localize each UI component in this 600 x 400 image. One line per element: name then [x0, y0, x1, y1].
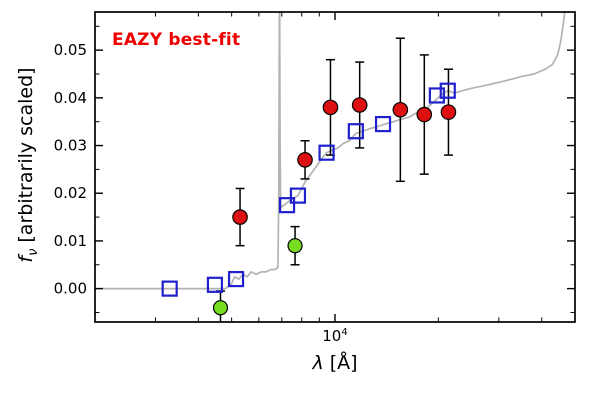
- model-photometry-marker: [374, 115, 392, 133]
- y-tick-label: 0.01: [54, 232, 87, 250]
- observed-photometry-marker: [392, 101, 409, 118]
- y-axis-label: fν [arbitrarily scaled]: [15, 0, 41, 345]
- y-tick-label: 0.04: [54, 89, 87, 107]
- model-photometry-marker: [278, 197, 296, 214]
- x-axis-major-tick-label: 104: [313, 327, 357, 345]
- ylabel-units: [arbitrarily scaled]: [15, 67, 37, 249]
- flagged-photometry-marker: [287, 238, 303, 254]
- y-tick-label: 0.05: [54, 41, 87, 59]
- model-photometry-marker: [318, 144, 335, 161]
- model-photometry-marker: [439, 82, 456, 99]
- xtick-base: 10: [322, 327, 342, 345]
- observed-photometry-marker: [416, 106, 433, 123]
- model-photometry-marker: [428, 87, 445, 104]
- model-photometry-marker: [161, 280, 178, 297]
- bestfit-annotation: EAZY best-fit: [112, 30, 241, 50]
- model-photometry-marker: [347, 123, 364, 140]
- ylabel-nu-subscript: ν: [25, 248, 41, 256]
- model-spectrum-line: [95, 12, 566, 290]
- observed-photometry-marker: [232, 209, 248, 225]
- axis-frame: [94, 11, 576, 323]
- ylabel-f: f: [15, 255, 37, 263]
- axis-ticks-group: [95, 12, 575, 322]
- model-photometry-marker: [227, 270, 245, 288]
- xlabel-lambda: λ: [312, 352, 324, 374]
- model-photometry-marker: [206, 276, 224, 293]
- xlabel-units: [Å]: [323, 352, 358, 374]
- y-tick-label: 0.02: [54, 184, 87, 202]
- flagged-photometry-marker: [212, 300, 229, 316]
- y-tick-label: 0.03: [54, 137, 87, 155]
- y-tick-label: 0.00: [54, 280, 87, 298]
- observed-photometry-marker: [351, 97, 368, 113]
- observed-photometry-marker: [297, 152, 313, 168]
- x-axis-label: λ [Å]: [135, 352, 535, 374]
- model-photometry-marker: [289, 187, 307, 204]
- observed-photometry-marker: [440, 104, 457, 120]
- plot-data-group: [95, 12, 566, 322]
- xtick-exponent: 4: [341, 327, 348, 338]
- observed-photometry-marker: [322, 99, 339, 116]
